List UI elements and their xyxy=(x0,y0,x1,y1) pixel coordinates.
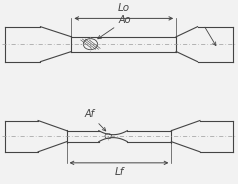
Text: Lo: Lo xyxy=(118,3,130,13)
Text: Lf: Lf xyxy=(114,167,124,177)
Text: Ao: Ao xyxy=(98,15,132,39)
Text: Af: Af xyxy=(84,109,106,131)
